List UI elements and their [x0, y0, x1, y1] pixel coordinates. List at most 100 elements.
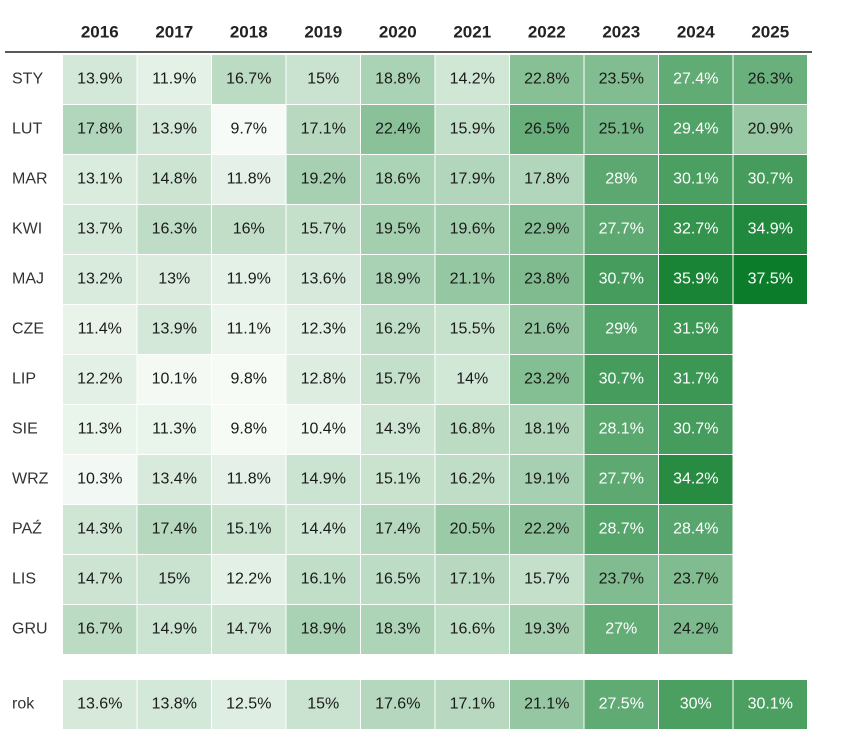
row-gru-value-2020: 18.3% — [375, 621, 420, 638]
row-lip-cell-2017 — [137, 355, 211, 404]
row-cze-label: CZE — [12, 321, 44, 338]
row-lis-value-2020: 16.5% — [375, 571, 420, 588]
row-mar-value-2021: 17.9% — [450, 171, 495, 188]
column-header-2018: 2018 — [230, 22, 268, 41]
row-cze-cell-2023 — [584, 305, 658, 354]
row-sty-value-2023: 23.5% — [599, 71, 644, 88]
row-sty-cell-2020 — [361, 55, 435, 104]
row-lut-value-2025: 20.9% — [748, 121, 793, 138]
row-sie-cell-2016 — [63, 405, 137, 454]
row-mar-value-2018: 11.8% — [227, 171, 271, 188]
row-lis-value-2021: 17.1% — [450, 571, 495, 588]
row-wrz-cell-2017 — [137, 455, 211, 504]
row-maj-value-2024: 35.9% — [673, 271, 718, 288]
row-sty-value-2025: 26.3% — [748, 71, 793, 88]
row-cze-value-2021: 15.5% — [450, 321, 495, 338]
row-maj-cell-2019 — [286, 255, 360, 304]
row-wrz-value-2019: 14.9% — [301, 471, 346, 488]
row-lis-value-2022: 15.7% — [524, 571, 569, 588]
row-lip-value-2019: 12.8% — [301, 371, 346, 388]
row-lis-label: LIS — [12, 571, 36, 588]
row-lis-cell-2023 — [584, 555, 658, 604]
row-kwi-cell-2023 — [584, 205, 658, 254]
row-sie-label: SIE — [12, 421, 38, 438]
row-kwi-value-2017: 16.3% — [152, 221, 197, 238]
row-kwi-cell-2019 — [286, 205, 360, 254]
row-lip-cell-2016 — [63, 355, 137, 404]
row-paź-cell-2022 — [510, 505, 584, 554]
row-cze-cell-2019 — [286, 305, 360, 354]
row-lis-value-2023: 23.7% — [599, 571, 644, 588]
row-lut-cell-2022 — [510, 105, 584, 154]
row-paź-value-2018: 15.1% — [226, 521, 271, 538]
row-lut-cell-2018 — [212, 105, 286, 154]
row-paź-value-2020: 17.4% — [375, 521, 420, 538]
row-mar-value-2024: 30.1% — [673, 171, 718, 188]
row-gru-value-2024: 24.2% — [673, 621, 718, 638]
row-sie-value-2021: 16.8% — [450, 421, 495, 438]
row-paź-value-2024: 28.4% — [673, 521, 718, 538]
row-paź-value-2021: 20.5% — [450, 521, 495, 538]
row-lut-value-2023: 25.1% — [599, 121, 644, 138]
row-sie-value-2023: 28.1% — [599, 421, 644, 438]
row-lut-value-2020: 22.4% — [375, 121, 420, 138]
row-paź-value-2019: 14.4% — [301, 521, 346, 538]
row-sty-value-2021: 14.2% — [450, 71, 495, 88]
row-paź-value-2023: 28.7% — [599, 521, 644, 538]
row-kwi-value-2022: 22.9% — [524, 221, 569, 238]
row-sie-cell-2023 — [584, 405, 658, 454]
row-kwi-cell-2020 — [361, 205, 435, 254]
column-header-2024: 2024 — [677, 22, 715, 41]
row-lis-cell-2022 — [510, 555, 584, 604]
row-mar-cell-2020 — [361, 155, 435, 204]
row-lut-cell-2020 — [361, 105, 435, 154]
row-mar-value-2017: 14.8% — [152, 171, 197, 188]
row-mar-cell-2025 — [733, 155, 807, 204]
row-cze-value-2017: 13.9% — [152, 321, 197, 338]
summary-row-value-2022: 21.1% — [524, 696, 569, 713]
row-mar-value-2019: 19.2% — [301, 171, 346, 188]
row-sie-value-2019: 10.4% — [301, 421, 346, 438]
row-wrz-value-2021: 16.2% — [450, 471, 495, 488]
row-cze-value-2018: 11.1% — [227, 321, 271, 338]
summary-row-cell-2024 — [659, 680, 733, 729]
row-mar-value-2020: 18.6% — [375, 171, 420, 188]
row-kwi-cell-2022 — [510, 205, 584, 254]
row-lis-value-2016: 14.7% — [77, 571, 122, 588]
row-sie-cell-2018 — [212, 405, 286, 454]
row-mar-value-2025: 30.7% — [748, 171, 793, 188]
row-cze-cell-2017 — [137, 305, 211, 354]
row-lip-cell-2023 — [584, 355, 658, 404]
row-lut-value-2017: 13.9% — [152, 121, 197, 138]
row-sty-value-2017: 11.9% — [152, 71, 196, 88]
row-lip-cell-2024 — [659, 355, 733, 404]
summary-row-cell-2022 — [510, 680, 584, 729]
summary-row-label: rok — [12, 696, 35, 713]
column-header-2016: 2016 — [81, 22, 119, 41]
row-gru-cell-2021 — [435, 605, 509, 654]
row-gru-cell-2020 — [361, 605, 435, 654]
row-wrz-cell-2016 — [63, 455, 137, 504]
row-maj-value-2016: 13.2% — [77, 271, 122, 288]
row-wrz-cell-2018 — [212, 455, 286, 504]
row-cze-cell-2024 — [659, 305, 733, 354]
row-wrz-value-2022: 19.1% — [524, 471, 569, 488]
summary-row-value-2025: 30.1% — [748, 696, 793, 713]
row-sie-value-2018: 9.8% — [231, 421, 267, 438]
row-maj-cell-2024 — [659, 255, 733, 304]
row-gru-cell-2018 — [212, 605, 286, 654]
row-sty-cell-2025 — [733, 55, 807, 104]
row-sty-cell-2024 — [659, 55, 733, 104]
row-lut-value-2024: 29.4% — [673, 121, 718, 138]
row-cze-value-2020: 16.2% — [375, 321, 420, 338]
row-sty-value-2022: 22.8% — [524, 71, 569, 88]
column-header-2025: 2025 — [751, 22, 789, 41]
row-cze-value-2016: 11.4% — [78, 321, 122, 338]
summary-row-value-2017: 13.8% — [152, 696, 197, 713]
column-header-2017: 2017 — [155, 22, 193, 41]
row-lip-value-2023: 30.7% — [599, 371, 644, 388]
row-paź-value-2022: 22.2% — [524, 521, 569, 538]
row-lip-cell-2018 — [212, 355, 286, 404]
row-sty-value-2019: 15% — [307, 71, 339, 88]
row-cze-cell-2016 — [63, 305, 137, 354]
